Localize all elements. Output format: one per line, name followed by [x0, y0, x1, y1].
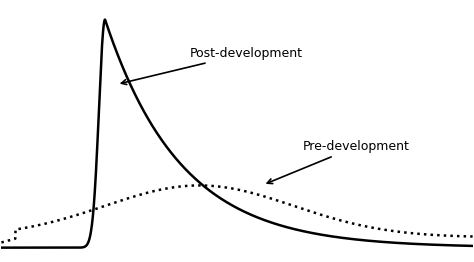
Text: Pre-development: Pre-development — [267, 140, 410, 184]
Text: Post-development: Post-development — [121, 47, 303, 85]
